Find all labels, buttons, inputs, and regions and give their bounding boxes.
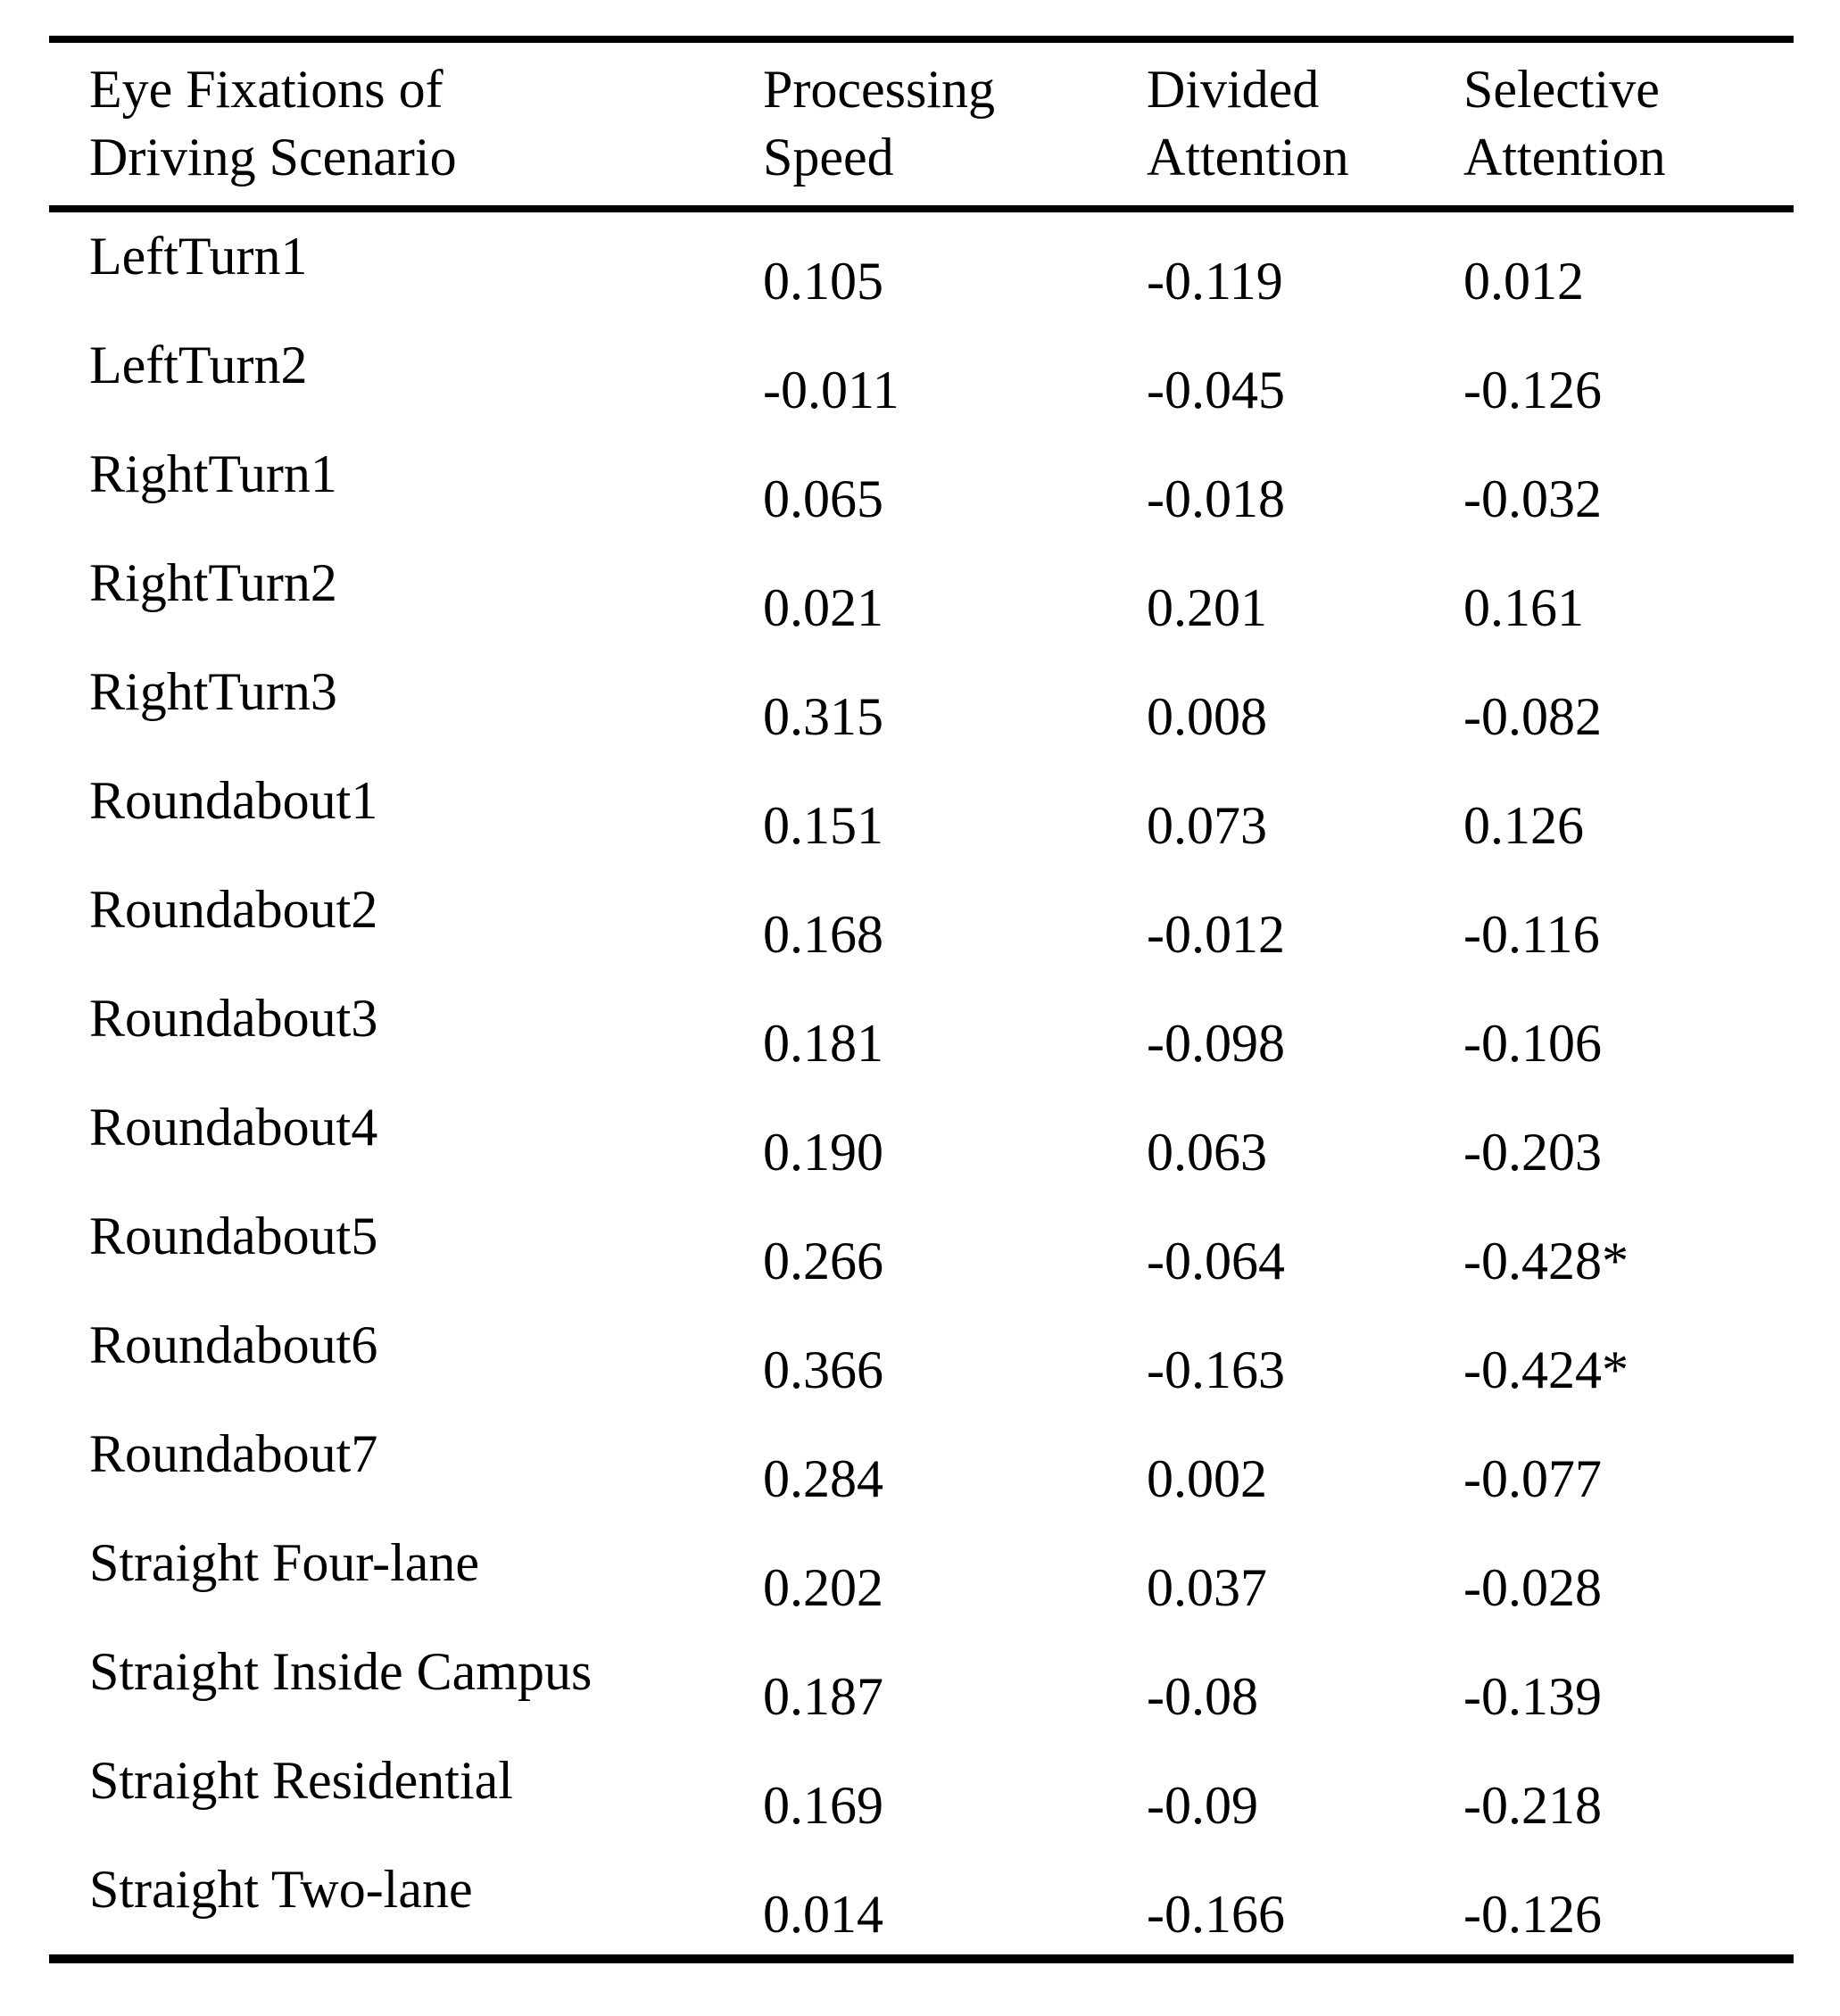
table-row: Straight Inside Campus 0.187 -0.08 -0.13… (49, 1628, 1794, 1737)
row-label: Straight Residential (89, 1751, 513, 1810)
cell-value: 0.002 (1147, 1449, 1267, 1508)
table-row: LeftTurn2 -0.011 -0.045 -0.126 (49, 321, 1794, 430)
cell-value: 0.190 (763, 1123, 883, 1182)
cell-value: 0.181 (763, 1014, 883, 1073)
cell-value: -0.116 (1463, 905, 1600, 964)
cell-value: 0.063 (1147, 1123, 1267, 1182)
row-label: RightTurn1 (89, 444, 337, 503)
cell-value: 0.151 (763, 796, 883, 855)
cell-value: 0.021 (763, 578, 883, 637)
cell-value: 0.161 (1463, 578, 1584, 637)
cell-value: -0.424* (1463, 1340, 1629, 1399)
row-label: Straight Four-lane (89, 1533, 480, 1592)
header-cell-selective-attention: Selective Attention (1463, 60, 1666, 187)
row-label: RightTurn2 (89, 553, 337, 612)
cell-value: -0.082 (1463, 687, 1602, 746)
cell-value: -0.09 (1147, 1776, 1258, 1835)
row-label: Straight Two-lane (89, 1860, 473, 1919)
table-row: Roundabout6 0.366 -0.163 -0.424* (49, 1301, 1794, 1410)
cell-value: -0.218 (1463, 1776, 1602, 1835)
table-row: Roundabout4 0.190 0.063 -0.203 (49, 1083, 1794, 1192)
table-row: Roundabout5 0.266 -0.064 -0.428* (49, 1192, 1794, 1301)
row-label: RightTurn3 (89, 662, 337, 721)
cell-value: 0.073 (1147, 796, 1267, 855)
cell-value: 0.202 (763, 1558, 883, 1617)
header-cell-processing-speed: Processing Speed (763, 60, 995, 187)
row-label: Roundabout2 (89, 880, 378, 939)
table-row: Roundabout2 0.168 -0.012 -0.116 (49, 866, 1794, 975)
table-row: Straight Four-lane 0.202 0.037 -0.028 (49, 1519, 1794, 1628)
cell-value: -0.139 (1463, 1667, 1602, 1726)
cell-value: -0.011 (763, 361, 899, 419)
table-header-row: Eye Fixations of Driving Scenario Proces… (49, 43, 1794, 212)
cell-value: 0.014 (763, 1885, 883, 1944)
table-row: Straight Residential 0.169 -0.09 -0.218 (49, 1737, 1794, 1846)
cell-value: -0.08 (1147, 1667, 1258, 1726)
cell-value: 0.105 (763, 252, 883, 311)
table-row: Roundabout7 0.284 0.002 -0.077 (49, 1410, 1794, 1519)
header-cell-scenario: Eye Fixations of Driving Scenario (89, 60, 457, 187)
row-label: LeftTurn1 (89, 227, 308, 286)
cell-value: 0.187 (763, 1667, 883, 1726)
cell-value: 0.284 (763, 1449, 883, 1508)
table-row: RightTurn3 0.315 0.008 -0.082 (49, 648, 1794, 757)
row-label: Straight Inside Campus (89, 1642, 593, 1701)
cell-value: 0.315 (763, 687, 883, 746)
cell-value: 0.012 (1463, 252, 1584, 311)
cell-value: 0.008 (1147, 687, 1267, 746)
cell-value: 0.168 (763, 905, 883, 964)
cell-value: 0.169 (763, 1776, 883, 1835)
row-label: Roundabout6 (89, 1315, 378, 1374)
cell-value: -0.166 (1147, 1885, 1285, 1944)
row-label: Roundabout1 (89, 771, 378, 830)
cell-value: 0.126 (1463, 796, 1584, 855)
table-row: RightTurn2 0.021 0.201 0.161 (49, 539, 1794, 648)
row-label: Roundabout4 (89, 1098, 378, 1157)
row-label: Roundabout7 (89, 1424, 378, 1483)
cell-value: -0.126 (1463, 1885, 1602, 1944)
cell-value: -0.126 (1463, 361, 1602, 419)
header-cell-divided-attention: Divided Attention (1147, 60, 1349, 187)
table-row: RightTurn1 0.065 -0.018 -0.032 (49, 430, 1794, 539)
table-body: LeftTurn1 0.105 -0.119 0.012 LeftTurn2 -… (49, 212, 1794, 1954)
cell-value: 0.065 (763, 469, 883, 528)
cell-value: -0.203 (1463, 1123, 1602, 1182)
cell-value: -0.098 (1147, 1014, 1285, 1073)
cell-value: 0.201 (1147, 578, 1267, 637)
cell-value: -0.119 (1147, 252, 1283, 311)
cell-value: -0.028 (1463, 1558, 1602, 1617)
correlation-table: Eye Fixations of Driving Scenario Proces… (49, 36, 1794, 1963)
cell-value: -0.428* (1463, 1232, 1629, 1290)
table-row: Straight Two-lane 0.014 -0.166 -0.126 (49, 1846, 1794, 1954)
cell-value: -0.045 (1147, 361, 1285, 419)
cell-value: -0.106 (1463, 1014, 1602, 1073)
cell-value: 0.037 (1147, 1558, 1267, 1617)
cell-value: 0.266 (763, 1232, 883, 1290)
cell-value: -0.077 (1463, 1449, 1602, 1508)
row-label: Roundabout5 (89, 1207, 378, 1265)
cell-value: 0.366 (763, 1340, 883, 1399)
table-row: LeftTurn1 0.105 -0.119 0.012 (49, 212, 1794, 321)
cell-value: -0.064 (1147, 1232, 1285, 1290)
cell-value: -0.163 (1147, 1340, 1285, 1399)
row-label: Roundabout3 (89, 989, 378, 1048)
cell-value: -0.012 (1147, 905, 1285, 964)
table-row: Roundabout1 0.151 0.073 0.126 (49, 757, 1794, 866)
row-label: LeftTurn2 (89, 336, 308, 394)
cell-value: -0.032 (1463, 469, 1602, 528)
cell-value: -0.018 (1147, 469, 1285, 528)
table-row: Roundabout3 0.181 -0.098 -0.106 (49, 975, 1794, 1083)
